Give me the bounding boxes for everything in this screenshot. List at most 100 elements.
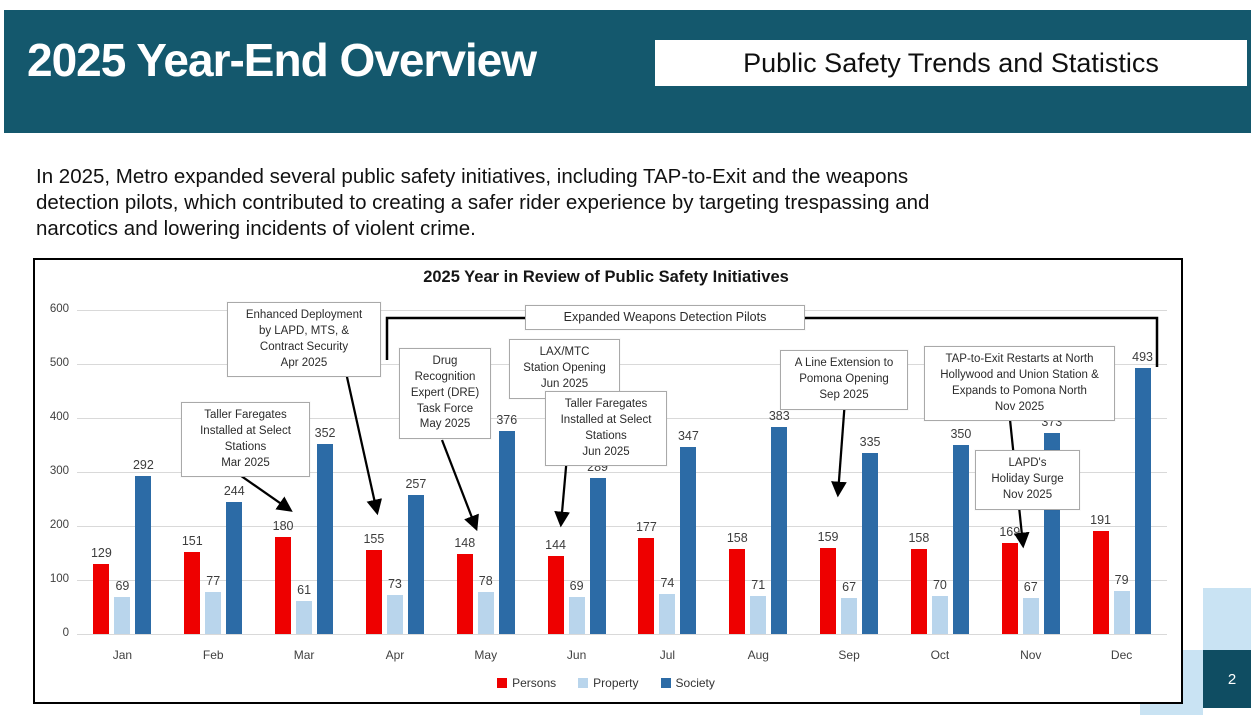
- bar-value-label: 158: [726, 530, 748, 545]
- legend-swatch-persons: [497, 678, 508, 688]
- gridline: [77, 364, 1167, 365]
- bar-property-dec: [1113, 591, 1130, 634]
- bar-value-label: 352: [314, 425, 336, 440]
- x-axis-label: Jul: [659, 648, 676, 662]
- x-axis-label: May: [474, 648, 498, 662]
- bar-persons-mar: [275, 536, 292, 634]
- arrow-enhanced-deployment: [343, 367, 383, 516]
- bar-persons-aug: [729, 548, 746, 634]
- x-axis-label: Sep: [838, 648, 860, 662]
- bar-property-jul: [659, 594, 676, 634]
- legend-item-persons: Persons: [497, 676, 556, 690]
- bar-chart: 2025 Year in Review of Public Safety Ini…: [33, 258, 1183, 704]
- y-axis-tick-label: 0: [62, 627, 69, 639]
- bar-value-label: 61: [297, 583, 312, 598]
- page-number: 2: [1227, 670, 1237, 688]
- annotation-weapons-pilots: Expanded Weapons Detection Pilots: [525, 305, 805, 331]
- chart-title: 2025 Year in Review of Public Safety Ini…: [423, 268, 789, 286]
- y-axis-tick-label: 400: [49, 411, 69, 423]
- bar-value-label: 77: [206, 574, 221, 589]
- bar-property-mar: [296, 601, 313, 634]
- bar-property-nov: [1022, 597, 1039, 634]
- legend-label: Society: [675, 676, 715, 690]
- bar-persons-apr: [365, 550, 382, 634]
- annotation-enhanced-deployment: Enhanced Deployment by LAPD, MTS, & Cont…: [227, 302, 381, 378]
- bar-value-label: 67: [1023, 579, 1038, 594]
- y-axis-tick-label: 200: [49, 519, 69, 531]
- bar-value-label: 350: [950, 427, 972, 441]
- bar-persons-may: [456, 554, 473, 634]
- bar-value-label: 74: [660, 576, 675, 591]
- bar-value-label: 69: [115, 578, 130, 593]
- bar-property-jan: [114, 596, 131, 634]
- slide-title: 2025 Year-End Overview: [27, 34, 537, 86]
- subtitle-text: Public Safety Trends and Statistics: [743, 47, 1159, 78]
- bar-society-oct: [952, 445, 969, 634]
- bar-value-label: 191: [1090, 512, 1111, 527]
- decorative-square-top: [1203, 588, 1251, 650]
- x-axis-label: Apr: [385, 648, 405, 662]
- bar-persons-oct: [910, 548, 927, 634]
- bar-value-label: 155: [363, 532, 385, 547]
- annotation-faregates-mar: Taller Faregates Installed at Select Sta…: [181, 402, 310, 478]
- annotation-dre-task-force: Drug Recognition Expert (DRE) Task Force…: [399, 348, 491, 440]
- subtitle-box: Public Safety Trends and Statistics: [655, 40, 1247, 86]
- bar-persons-feb: [184, 552, 201, 634]
- gridline: [77, 526, 1167, 527]
- legend-swatch-society: [660, 678, 671, 688]
- x-axis-label: Dec: [1110, 648, 1133, 662]
- bar-society-aug: [771, 427, 788, 634]
- bar-value-label: 67: [842, 579, 857, 594]
- chart-plot-area: 2025 Year in Review of Public Safety Ini…: [35, 260, 1177, 698]
- annotation-tap-to-exit: TAP-to-Exit Restarts at North Hollywood …: [924, 346, 1115, 422]
- bar-society-jan: [135, 476, 152, 634]
- bar-persons-jan: [93, 564, 110, 634]
- y-axis-tick-label: 100: [49, 573, 69, 585]
- bar-value-label: 79: [1114, 573, 1129, 588]
- bar-society-feb: [226, 502, 243, 634]
- y-axis-tick-label: 300: [49, 465, 69, 477]
- bar-society-apr: [407, 495, 424, 634]
- bar-society-dec: [1134, 367, 1151, 634]
- arrow-dre-task-force: [440, 439, 479, 532]
- bar-property-oct: [931, 596, 948, 634]
- legend-label: Property: [593, 676, 639, 690]
- bar-property-may: [477, 591, 494, 634]
- bar-value-label: 493: [1132, 349, 1153, 364]
- bar-value-label: 73: [387, 576, 402, 591]
- y-axis-tick-label: 500: [49, 357, 69, 369]
- legend-item-society: Society: [660, 676, 715, 690]
- x-axis-label: Mar: [293, 648, 315, 662]
- bar-property-aug: [750, 595, 767, 634]
- arrow-faregates-jun: [554, 455, 570, 528]
- bar-value-label: 257: [405, 477, 427, 492]
- bar-society-jun: [589, 477, 606, 634]
- bar-value-label: 383: [768, 409, 790, 424]
- gridline: [77, 634, 1167, 635]
- bar-persons-jul: [638, 538, 655, 634]
- gridline: [77, 472, 1167, 473]
- bar-value-label: 177: [635, 520, 657, 535]
- bar-society-mar: [317, 443, 334, 634]
- legend-label: Persons: [512, 676, 557, 690]
- legend-item-property: Property: [578, 676, 639, 690]
- arrow-a-line-pomona: [831, 399, 847, 498]
- bar-value-label: 158: [908, 530, 930, 545]
- bar-value-label: 69: [569, 578, 584, 593]
- bar-value-label: 129: [90, 546, 112, 561]
- bar-property-jun: [568, 596, 585, 634]
- bar-society-jul: [680, 446, 697, 634]
- bar-value-label: 347: [677, 428, 699, 443]
- bar-property-apr: [386, 594, 403, 634]
- x-axis-label: Jun: [566, 648, 587, 662]
- x-axis-label: Aug: [747, 648, 769, 662]
- bar-value-label: 244: [223, 484, 245, 499]
- bar-value-label: 376: [496, 412, 518, 427]
- annotation-faregates-jun: Taller Faregates Installed at Select Sta…: [545, 391, 667, 467]
- annotation-lax-mtc: LAX/MTC Station Opening Jun 2025: [509, 339, 620, 399]
- bar-property-sep: [841, 597, 858, 634]
- bar-value-label: 292: [132, 458, 154, 473]
- annotation-a-line-pomona: A Line Extension to Pomona Opening Sep 2…: [780, 350, 908, 410]
- bar-value-label: 71: [751, 577, 766, 592]
- bar-value-label: 151: [181, 534, 203, 549]
